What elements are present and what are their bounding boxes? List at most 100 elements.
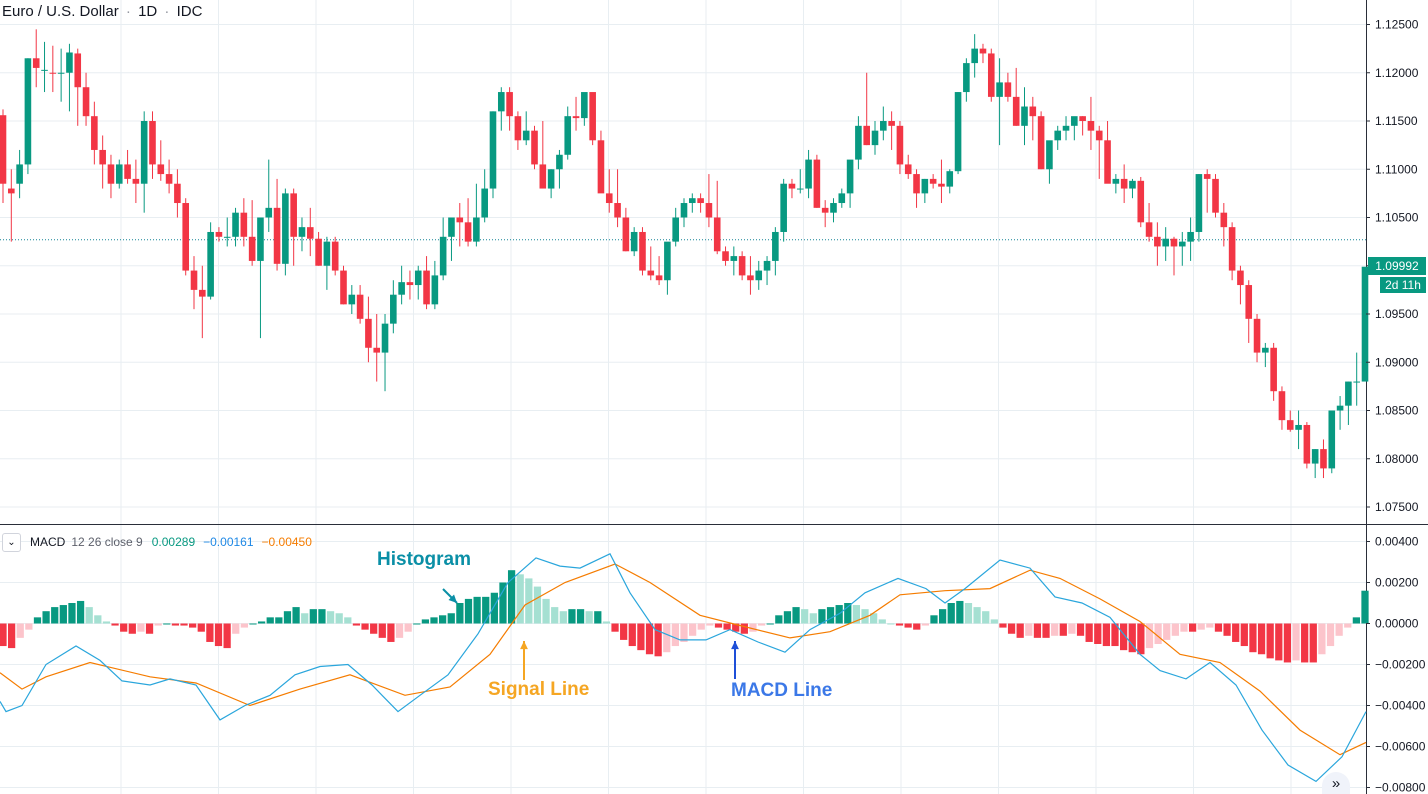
candle-body bbox=[1311, 449, 1319, 464]
histogram-bar bbox=[826, 607, 835, 624]
histogram-bar bbox=[439, 615, 447, 624]
candle bbox=[431, 260, 439, 310]
candle-body bbox=[888, 121, 895, 126]
histogram-bar bbox=[1361, 590, 1369, 624]
candle bbox=[531, 125, 538, 170]
histogram-bar bbox=[1042, 623, 1050, 638]
histogram-bar bbox=[33, 617, 42, 624]
histogram-bar bbox=[688, 623, 697, 636]
candle-body bbox=[439, 236, 447, 276]
histogram-bar bbox=[938, 609, 947, 624]
histogram-bar bbox=[51, 607, 59, 624]
candle-body bbox=[1262, 347, 1269, 353]
candle-body bbox=[124, 164, 131, 179]
candle bbox=[423, 256, 430, 310]
candle bbox=[398, 265, 405, 305]
candle-body bbox=[398, 282, 405, 295]
macd-line-annotation: MACD Line bbox=[731, 680, 833, 701]
candle-body bbox=[315, 238, 322, 266]
candle-body bbox=[1270, 347, 1277, 392]
symbol-header[interactable]: Euro / U.S. Dollar · 1D · IDC bbox=[2, 3, 205, 20]
candle-body bbox=[481, 188, 488, 218]
histogram-bar bbox=[42, 611, 50, 624]
histogram-bar bbox=[878, 619, 886, 624]
macd-legend[interactable]: ⌄ MACD 12 26 close 9 0.00289 −0.00161 −0… bbox=[0, 531, 312, 553]
candle-body bbox=[904, 164, 912, 175]
macd-axis[interactable]: 0.00400 0.00200 0.00000 −0.00200 −0.00400 −0.… bbox=[1366, 535, 1426, 794]
chevron-down-icon[interactable]: ⌄ bbox=[2, 532, 21, 552]
candle bbox=[273, 178, 281, 271]
candle-body bbox=[282, 193, 289, 264]
candle-body bbox=[938, 183, 945, 187]
histogram-bar bbox=[1214, 623, 1223, 632]
double-chevron-right-icon[interactable]: » bbox=[1322, 772, 1350, 794]
histogram-bar bbox=[516, 574, 524, 624]
histogram-bar bbox=[1007, 623, 1016, 634]
candle bbox=[1095, 125, 1103, 179]
symbol-name[interactable]: Euro / U.S. Dollar bbox=[2, 3, 119, 20]
histogram-bar bbox=[421, 619, 430, 624]
candle bbox=[581, 92, 588, 126]
candle bbox=[838, 188, 846, 208]
candle bbox=[1162, 227, 1169, 261]
candle-body bbox=[16, 164, 23, 184]
candle-body bbox=[1220, 212, 1228, 228]
candle-body bbox=[1336, 405, 1344, 411]
candle-body bbox=[672, 217, 679, 242]
candle bbox=[556, 149, 563, 189]
histogram-bar bbox=[1128, 623, 1136, 653]
candle-body bbox=[1353, 381, 1360, 383]
candle bbox=[1087, 96, 1095, 150]
candle bbox=[265, 159, 273, 232]
histogram-bar bbox=[94, 615, 102, 624]
histogram-bar bbox=[1335, 623, 1343, 636]
candle bbox=[722, 246, 729, 266]
candle-body bbox=[1203, 174, 1211, 179]
histogram-bar bbox=[1197, 623, 1205, 630]
candle-body bbox=[215, 231, 223, 237]
histogram-bar bbox=[585, 611, 593, 624]
candle-body bbox=[1278, 391, 1286, 421]
histogram-bar bbox=[576, 609, 585, 624]
histogram-bar bbox=[507, 570, 516, 624]
histogram-bar bbox=[171, 623, 180, 626]
histogram-bar bbox=[671, 623, 680, 647]
candle bbox=[282, 188, 289, 276]
candle-body bbox=[1154, 236, 1161, 247]
histogram-bar bbox=[999, 623, 1007, 628]
candle bbox=[1353, 352, 1360, 406]
candle-body bbox=[1037, 116, 1045, 170]
candle bbox=[1245, 280, 1253, 343]
candle bbox=[1079, 116, 1086, 136]
candle-body bbox=[531, 130, 538, 165]
candle-body bbox=[605, 193, 613, 204]
candle-body bbox=[1303, 424, 1311, 464]
price-axis[interactable]: 1.125001.120001.115001.110001.105001.100… bbox=[1366, 18, 1419, 515]
histogram-bar bbox=[930, 615, 938, 624]
candle bbox=[946, 169, 954, 194]
interval-label[interactable]: 1D bbox=[138, 3, 158, 20]
candle bbox=[1046, 140, 1053, 184]
candle-body bbox=[722, 251, 729, 261]
candle-body bbox=[813, 159, 821, 208]
candle bbox=[315, 231, 322, 266]
histogram-bar bbox=[844, 603, 852, 624]
candle bbox=[614, 169, 621, 228]
candle bbox=[1328, 410, 1336, 474]
candle bbox=[639, 227, 646, 276]
candle-body bbox=[66, 52, 73, 73]
candle bbox=[713, 180, 721, 255]
candle-body bbox=[232, 212, 239, 237]
candle-body bbox=[91, 116, 98, 150]
histogram-bar bbox=[85, 607, 93, 624]
histogram-bar bbox=[1145, 623, 1154, 649]
candle bbox=[564, 106, 572, 160]
candle-body bbox=[1029, 106, 1037, 117]
histogram-bar bbox=[370, 623, 378, 634]
histogram-bar bbox=[533, 586, 542, 624]
histogram-bar bbox=[1223, 623, 1231, 636]
histogram-bar bbox=[120, 623, 128, 632]
candle bbox=[473, 183, 480, 247]
